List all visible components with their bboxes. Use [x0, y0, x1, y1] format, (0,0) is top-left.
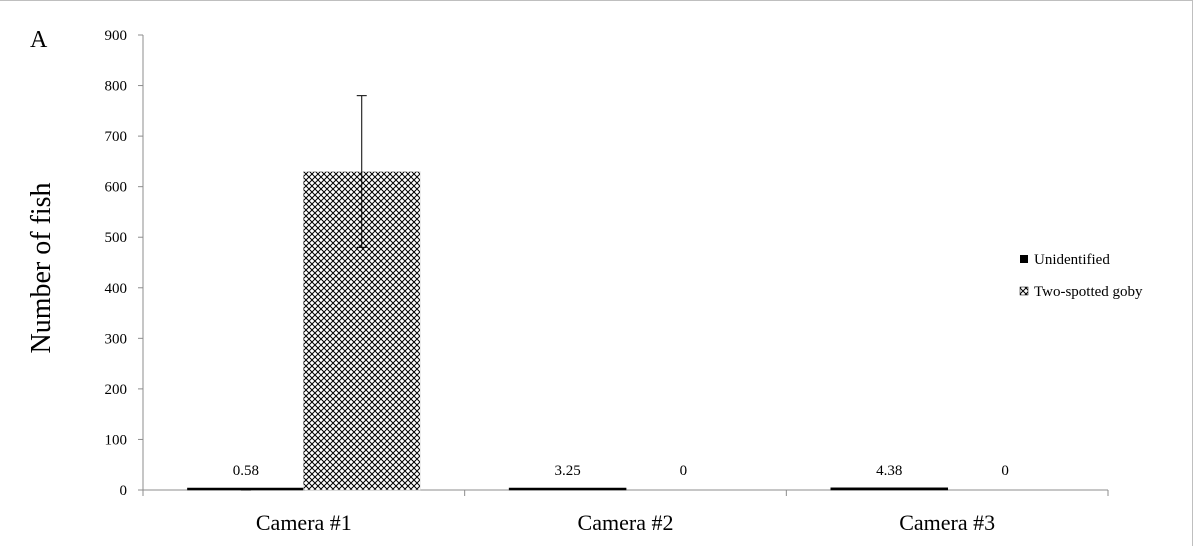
- panel-label: A: [30, 27, 48, 53]
- x-tick-label: Camera #3: [899, 510, 995, 535]
- y-tick-label: 300: [105, 331, 128, 347]
- y-tick-label: 400: [105, 281, 128, 297]
- data-label: 3.25: [554, 463, 580, 479]
- data-label: 4.38: [876, 463, 902, 479]
- y-tick-label: 0: [120, 483, 128, 499]
- y-tick-label: 900: [105, 28, 128, 44]
- y-axis-label: Number of fish: [26, 182, 57, 353]
- bar: [508, 487, 627, 491]
- y-tick-label: 200: [105, 382, 128, 398]
- legend-swatch: [1020, 255, 1028, 263]
- data-labels: 0.58 3.25 4.38 0 0: [233, 463, 1009, 479]
- legend: Unidentified Two-spotted goby: [1019, 252, 1143, 300]
- x-tick-label: Camera #2: [578, 510, 674, 535]
- x-tick-label: Camera #1: [256, 510, 352, 535]
- data-label: 0: [680, 463, 688, 479]
- legend-label: Two-spotted goby: [1034, 284, 1143, 300]
- y-tick-label: 600: [105, 180, 128, 196]
- axes: 0 100 200 300 400 500 600 700 800 900 Camera #1 Cam…: [105, 28, 1109, 535]
- y-tick-label: 700: [105, 129, 128, 145]
- legend-label: Unidentified: [1034, 252, 1110, 268]
- data-label: 0: [1001, 463, 1009, 479]
- y-tick-label: 100: [105, 432, 128, 448]
- bar: [830, 487, 949, 491]
- data-label: 0.58: [233, 463, 259, 479]
- y-tick-label: 500: [105, 230, 128, 246]
- legend-swatch: [1019, 286, 1029, 296]
- bars: [187, 95, 949, 491]
- y-tick-label: 800: [105, 79, 128, 95]
